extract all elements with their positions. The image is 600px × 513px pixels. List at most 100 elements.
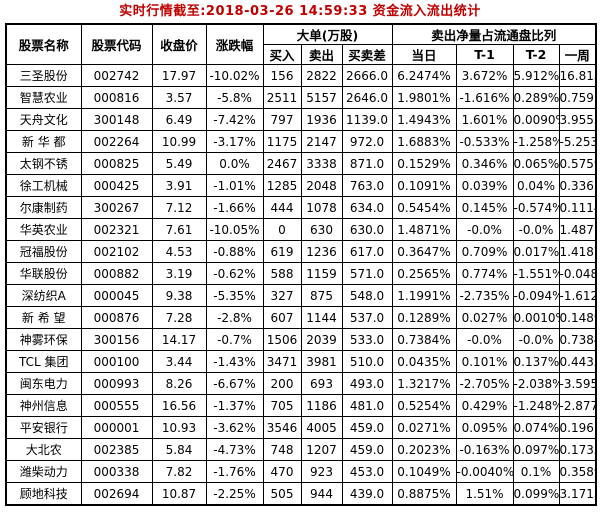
ratio-week: 0.1733% [558, 438, 597, 461]
buy-sell-diff: 871.0 [341, 152, 393, 175]
sell-volume: 1144 [300, 306, 343, 329]
stock-name-link[interactable]: TCL 集团 [5, 350, 82, 373]
stock-name-link[interactable]: 天舟文化 [5, 108, 82, 131]
sell-volume: 923 [300, 460, 343, 483]
stock-code-link[interactable]: 300148 [80, 108, 153, 131]
stock-code-link[interactable]: 000825 [80, 152, 153, 175]
stock-code-link[interactable]: 000816 [80, 86, 153, 109]
ratio-t-2: 0.137% [512, 350, 560, 373]
stock-code-link[interactable]: 002742 [80, 64, 153, 87]
ratio-today: 0.0435% [391, 350, 457, 373]
close-price: 7.28 [151, 306, 207, 329]
ratio-t-2: -1.551% [512, 262, 560, 285]
stock-name-link[interactable]: 徐工机械 [5, 174, 82, 197]
table-body: 三圣股份 002742 17.97 -10.02% 156 2822 2666.0 6.247… [5, 64, 597, 506]
buy-sell-diff: 533.0 [341, 328, 393, 351]
stock-code-link[interactable]: 300156 [80, 328, 153, 351]
stock-name-link[interactable]: 平安银行 [5, 416, 82, 439]
stock-code-link[interactable]: 000876 [80, 306, 153, 329]
ratio-t-1: 1.601% [455, 108, 514, 131]
change-pct: -2.8% [205, 306, 264, 329]
close-price: 17.97 [151, 64, 207, 87]
table-row: 大北农 002385 5.84 -4.73% 748 1207 459.0 0.2023% -0… [5, 438, 597, 461]
table-row: 徐工机械 000425 3.91 -1.01% 1285 2048 763.0 0.1091%… [5, 174, 597, 197]
sell-volume: 630 [300, 218, 343, 241]
stock-code-link[interactable]: 000338 [80, 460, 153, 483]
buy-volume: 1175 [262, 130, 302, 153]
stock-code-link[interactable]: 002102 [80, 240, 153, 263]
stock-code-link[interactable]: 000100 [80, 350, 153, 373]
stock-code-link[interactable]: 002694 [80, 482, 153, 506]
close-price: 3.91 [151, 174, 207, 197]
close-price: 10.87 [151, 482, 207, 506]
close-price: 3.57 [151, 86, 207, 109]
change-pct: -7.42% [205, 108, 264, 131]
stock-name-link[interactable]: 深纺织A [5, 284, 82, 307]
close-price: 7.12 [151, 196, 207, 219]
stock-name-link[interactable]: 太钢不锈 [5, 152, 82, 175]
stock-name-link[interactable]: 新 华 都 [5, 130, 82, 153]
header-row-groups: 股票名称 股票代码 收盘价 涨跌幅 大单(万股) 卖出净量占流通盘比列 [5, 23, 597, 65]
col-header-stock-code: 股票代码 [80, 23, 153, 65]
stock-code-link[interactable]: 000045 [80, 284, 153, 307]
stock-name-link[interactable]: 华联股份 [5, 262, 82, 285]
stock-name-link[interactable]: 神雾环保 [5, 328, 82, 351]
sell-volume: 2822 [300, 64, 343, 87]
buy-sell-diff: 630.0 [341, 218, 393, 241]
stock-name-link[interactable]: 华英农业 [5, 218, 82, 241]
stock-code-link[interactable]: 300267 [80, 196, 153, 219]
col-header-sell: 卖出 [300, 44, 343, 65]
ratio-today: 0.7384% [391, 328, 457, 351]
ratio-t-1: 0.346% [455, 152, 514, 175]
ratio-today: 1.6883% [391, 130, 457, 153]
ratio-t-2: 0.1% [512, 460, 560, 483]
close-price: 5.49 [151, 152, 207, 175]
stock-name-link[interactable]: 冠福股份 [5, 240, 82, 263]
stock-code-link[interactable]: 000425 [80, 174, 153, 197]
ratio-week: -3.5953% [558, 372, 597, 395]
stock-code-link[interactable]: 000882 [80, 262, 153, 285]
ratio-t-1: 0.101% [455, 350, 514, 373]
table-row: 闽东电力 000993 8.26 -6.67% 200 693 493.0 1.3217% -2… [5, 372, 597, 395]
buy-sell-diff: 439.0 [341, 482, 393, 506]
stock-code-link[interactable]: 000001 [80, 416, 153, 439]
ratio-t-1: 0.039% [455, 174, 514, 197]
stock-code-link[interactable]: 000993 [80, 372, 153, 395]
table-row: 智慧农业 000816 3.57 -5.8% 2511 5157 2646.0 1.9801%… [5, 86, 597, 109]
close-price: 7.82 [151, 460, 207, 483]
stock-name-link[interactable]: 闽东电力 [5, 372, 82, 395]
stock-name-link[interactable]: 顾地科技 [5, 482, 82, 506]
ratio-today: 0.1049% [391, 460, 457, 483]
change-pct: -0.62% [205, 262, 264, 285]
ratio-t-1: 0.027% [455, 306, 514, 329]
stock-name-link[interactable]: 大北农 [5, 438, 82, 461]
stock-name-link[interactable]: 尔康制药 [5, 196, 82, 219]
ratio-t-1: -1.616% [455, 86, 514, 109]
stock-name-link[interactable]: 三圣股份 [5, 64, 82, 87]
buy-sell-diff: 453.0 [341, 460, 393, 483]
ratio-week: -2.8776% [558, 394, 597, 417]
ratio-t-1: -2.735% [455, 284, 514, 307]
ratio-t-2: -1.248% [512, 394, 560, 417]
stock-code-link[interactable]: 002385 [80, 438, 153, 461]
table-row: TCL 集团 000100 3.44 -1.43% 3471 3981 510.0 0.043… [5, 350, 597, 373]
ratio-t-1: 0.709% [455, 240, 514, 263]
col-header-stock-name: 股票名称 [5, 23, 82, 65]
buy-volume: 797 [262, 108, 302, 131]
col-header-buy-sell-diff: 买卖差 [341, 44, 393, 65]
ratio-t-2: 0.097% [512, 438, 560, 461]
stock-code-link[interactable]: 002321 [80, 218, 153, 241]
ratio-t-2: 0.074% [512, 416, 560, 439]
stock-name-link[interactable]: 新 希 望 [5, 306, 82, 329]
buy-volume: 2467 [262, 152, 302, 175]
ratio-t-2: 0.289% [512, 86, 560, 109]
ratio-today: 1.4943% [391, 108, 457, 131]
stock-name-link[interactable]: 神州信息 [5, 394, 82, 417]
ratio-week: 1.4871% [558, 218, 597, 241]
ratio-t-1: 0.145% [455, 196, 514, 219]
stock-name-link[interactable]: 潍柴动力 [5, 460, 82, 483]
stock-code-link[interactable]: 002264 [80, 130, 153, 153]
stock-name-link[interactable]: 智慧农业 [5, 86, 82, 109]
stock-code-link[interactable]: 000555 [80, 394, 153, 417]
buy-volume: 588 [262, 262, 302, 285]
